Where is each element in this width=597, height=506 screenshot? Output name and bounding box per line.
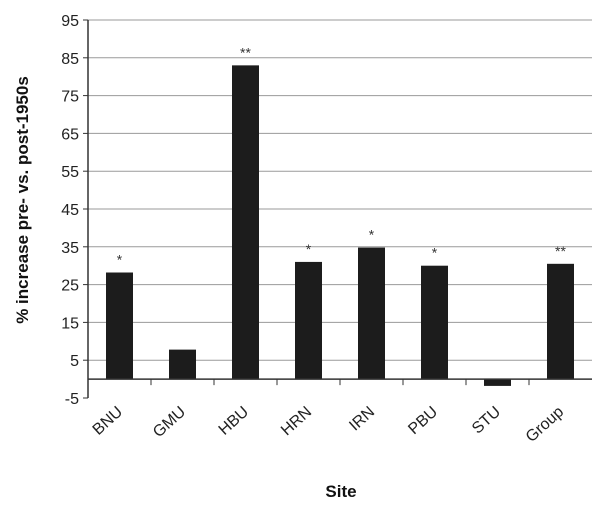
significance-marker: ** (240, 44, 251, 60)
x-tick-labels: BNU GMU HBU HRN IRN PBU STU Group (90, 379, 567, 446)
significance-marker: * (117, 252, 123, 268)
y-tick-label: 75 (61, 89, 79, 106)
bar-pbu (421, 265, 448, 380)
y-tick-label: 65 (61, 126, 79, 143)
y-tick-label: 45 (61, 202, 79, 219)
y-tick-label: -5 (65, 391, 79, 408)
gridlines (88, 19, 592, 361)
category-label: PBU (405, 403, 441, 438)
y-tick-labels: 95 85 75 65 55 45 35 25 15 5 -5 (61, 13, 88, 408)
bar-stu (484, 379, 511, 386)
y-tick-label: 55 (61, 164, 79, 181)
bar-hbu (232, 65, 259, 380)
category-label: HRN (278, 403, 315, 439)
category-label: IRN (346, 403, 378, 434)
bar-group (547, 263, 574, 380)
bar-hrn (295, 261, 322, 380)
category-label: STU (469, 403, 504, 437)
significance-marker: * (306, 241, 312, 257)
bar-bnu (106, 272, 133, 380)
x-axis-title: Site (325, 482, 356, 501)
y-tick-label: 25 (61, 278, 79, 295)
category-label: Group (523, 403, 567, 445)
y-tick-label: 35 (61, 240, 79, 257)
category-label: GMU (150, 403, 189, 441)
category-label: HBU (216, 403, 252, 438)
category-label: BNU (90, 403, 126, 438)
y-tick-label: 85 (61, 51, 79, 68)
y-tick-label: 95 (61, 13, 79, 30)
significance-marker: * (369, 227, 375, 243)
y-axis-title: % increase pre- vs. post-1950s (13, 76, 32, 324)
significance-markers: ****** ** (117, 44, 567, 267)
bar-irn (358, 247, 385, 380)
significance-marker: * (432, 245, 438, 261)
bar-gmu (169, 349, 196, 380)
y-tick-label: 5 (70, 353, 79, 370)
y-tick-label: 15 (61, 315, 79, 332)
bars (106, 65, 574, 386)
significance-marker: ** (555, 243, 566, 259)
